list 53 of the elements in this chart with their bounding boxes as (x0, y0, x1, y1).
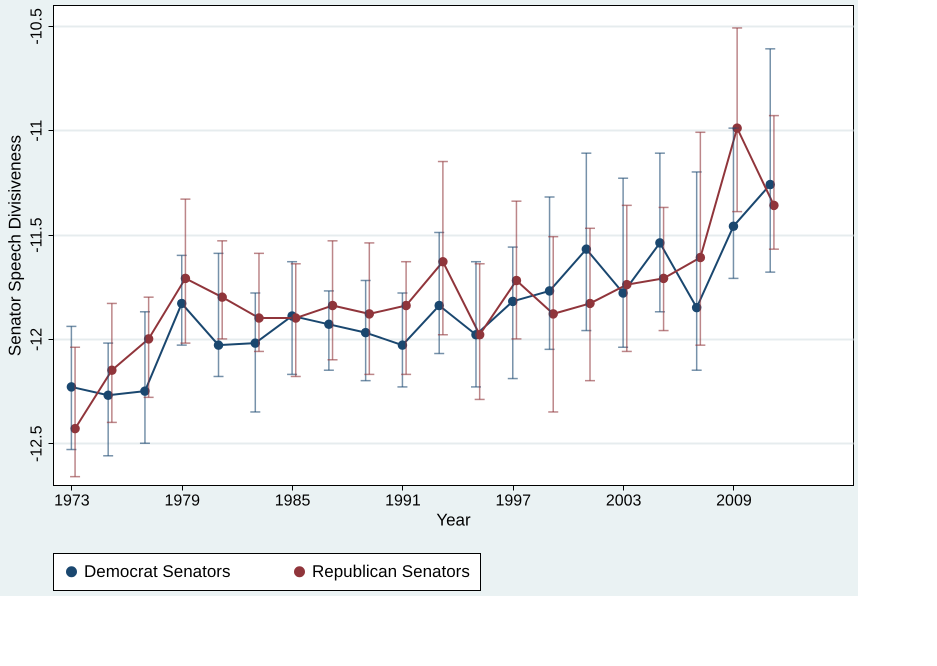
y-tick-label: -12.5 (28, 425, 46, 462)
point (438, 256, 448, 266)
point (769, 200, 779, 210)
point (658, 274, 668, 284)
point (434, 300, 444, 310)
x-tick-label: 1973 (54, 492, 90, 510)
point (214, 340, 224, 350)
x-tick-label: 1985 (274, 492, 310, 510)
point (180, 274, 190, 284)
point (324, 320, 334, 330)
point (508, 296, 518, 306)
point (582, 244, 592, 254)
x-tick-label: 1991 (385, 492, 421, 510)
point (70, 424, 80, 434)
point (548, 309, 558, 319)
point (618, 288, 628, 298)
legend-label: Republican Senators (312, 562, 470, 581)
y-axis-title: Senator Speech Divisiveness (6, 134, 24, 356)
point (140, 386, 150, 396)
point (250, 338, 260, 348)
legend-label: Democrat Senators (84, 562, 230, 581)
x-tick-label: 2003 (606, 492, 642, 510)
y-tick-label: -11 (28, 120, 46, 142)
x-tick-label: 1979 (164, 492, 200, 510)
y-tick-label: -12 (28, 328, 46, 351)
point (217, 292, 227, 302)
point (766, 180, 775, 190)
point (692, 302, 702, 312)
point (176, 298, 186, 308)
point (107, 365, 117, 375)
point (401, 300, 411, 310)
point (398, 340, 408, 350)
x-axis-title: Year (436, 510, 472, 530)
point (474, 330, 484, 340)
y-tick-label: -10.5 (28, 8, 46, 45)
point (696, 252, 706, 262)
point (254, 313, 264, 323)
point (512, 276, 522, 286)
x-tick-label: 2009 (716, 492, 752, 510)
point (144, 334, 154, 344)
y-tick-label: -11.5 (28, 217, 46, 253)
point (66, 382, 76, 392)
point (655, 238, 665, 248)
point (103, 390, 113, 400)
point (364, 309, 374, 319)
x-tick-label: 1997 (495, 492, 532, 510)
point (728, 221, 738, 231)
point (544, 286, 554, 296)
point (360, 328, 370, 338)
point (732, 123, 742, 133)
point (328, 300, 338, 310)
point (585, 298, 595, 308)
point (622, 280, 632, 290)
